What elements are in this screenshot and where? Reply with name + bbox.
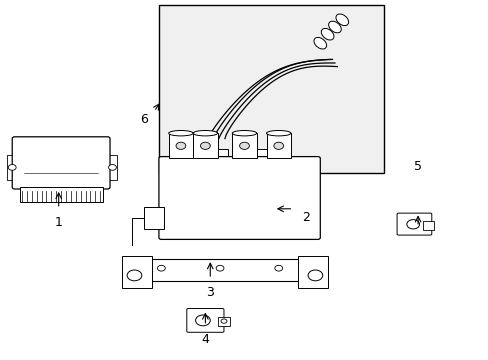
Text: 2: 2 <box>301 211 309 224</box>
Bar <box>217 149 228 166</box>
Bar <box>217 317 229 326</box>
Text: 5: 5 <box>413 160 421 173</box>
Ellipse shape <box>232 130 256 136</box>
FancyBboxPatch shape <box>396 213 431 235</box>
Circle shape <box>216 265 224 271</box>
Ellipse shape <box>313 37 326 49</box>
Circle shape <box>108 165 116 170</box>
Circle shape <box>406 220 419 229</box>
Bar <box>159 5 383 173</box>
Circle shape <box>307 270 322 281</box>
Circle shape <box>239 142 249 149</box>
Bar <box>7 155 17 180</box>
Circle shape <box>127 270 142 281</box>
Bar <box>232 133 256 158</box>
Bar <box>256 149 267 166</box>
Ellipse shape <box>328 21 341 33</box>
Text: 4: 4 <box>201 333 209 346</box>
Bar <box>168 133 193 158</box>
Bar <box>144 207 163 229</box>
Text: 3: 3 <box>206 286 214 299</box>
Circle shape <box>8 165 16 170</box>
Circle shape <box>274 265 282 271</box>
Ellipse shape <box>321 28 333 40</box>
Bar <box>266 133 290 158</box>
Text: 1: 1 <box>55 216 62 229</box>
Ellipse shape <box>266 130 290 136</box>
Bar <box>122 256 151 288</box>
Circle shape <box>195 315 210 326</box>
FancyBboxPatch shape <box>159 157 320 239</box>
Bar <box>20 187 102 202</box>
Circle shape <box>200 142 210 149</box>
Bar <box>193 133 217 158</box>
Bar <box>422 221 433 230</box>
FancyBboxPatch shape <box>186 309 224 332</box>
Circle shape <box>157 265 165 271</box>
Ellipse shape <box>335 14 348 26</box>
Circle shape <box>273 142 283 149</box>
Ellipse shape <box>193 130 217 136</box>
Bar <box>198 149 208 166</box>
Bar <box>132 259 317 281</box>
FancyBboxPatch shape <box>12 137 110 189</box>
Circle shape <box>221 319 226 323</box>
Circle shape <box>176 142 185 149</box>
Bar <box>237 149 247 166</box>
Bar <box>107 155 117 180</box>
Bar <box>298 256 327 288</box>
Ellipse shape <box>168 130 193 136</box>
Text: 6: 6 <box>140 113 148 126</box>
